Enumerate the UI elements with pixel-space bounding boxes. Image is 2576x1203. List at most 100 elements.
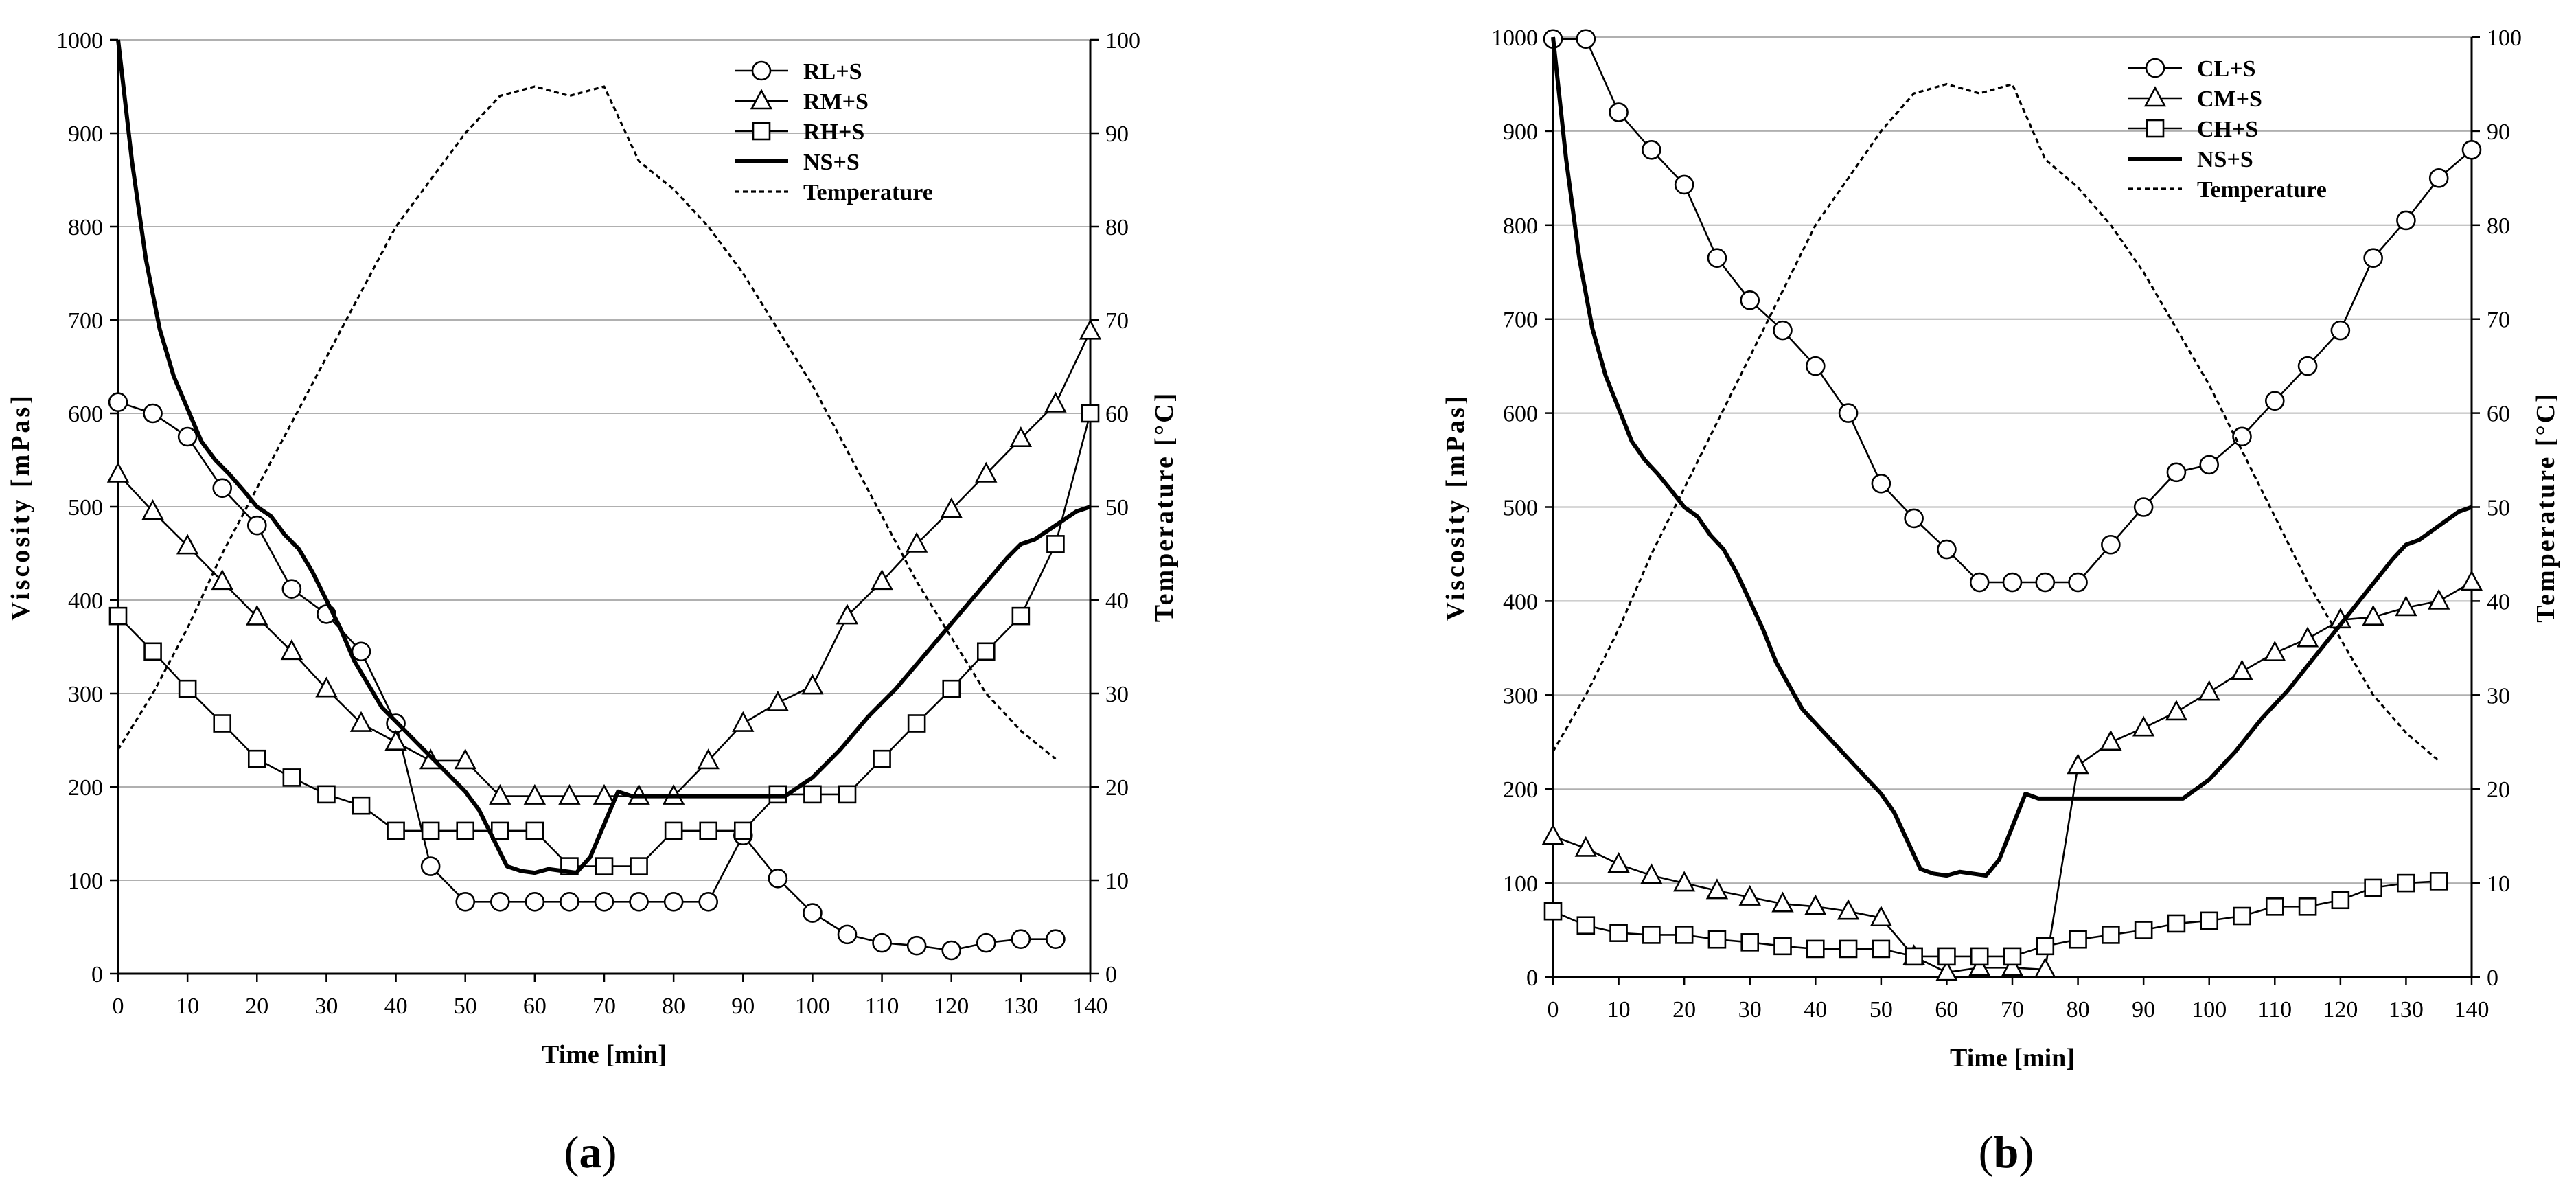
data-point bbox=[1044, 391, 1067, 413]
y2-tick-label: 70 bbox=[2487, 308, 2510, 333]
data-point bbox=[803, 903, 823, 923]
data-point bbox=[558, 783, 581, 805]
data-point bbox=[1968, 955, 1991, 976]
data-point bbox=[108, 392, 128, 412]
data-point bbox=[1773, 937, 1792, 956]
data-point bbox=[1839, 939, 1858, 959]
data-point bbox=[2132, 715, 2155, 737]
data-point bbox=[629, 891, 649, 912]
data-point bbox=[525, 891, 545, 912]
x-tick-label: 100 bbox=[2192, 997, 2227, 1022]
data-point bbox=[733, 821, 752, 840]
y-tick-label: 800 bbox=[68, 215, 103, 240]
x-tick-label: 140 bbox=[1073, 994, 1108, 1019]
legend-label: Temperature bbox=[2197, 177, 2327, 203]
data-point bbox=[176, 534, 199, 555]
x-tick-label: 40 bbox=[384, 994, 408, 1019]
data-point bbox=[1576, 29, 1596, 49]
data-point bbox=[1738, 884, 1761, 906]
data-point bbox=[456, 821, 475, 840]
x-tick-label: 0 bbox=[1548, 997, 1559, 1022]
legend-marker bbox=[2143, 86, 2167, 107]
data-point bbox=[2102, 926, 2120, 944]
data-point bbox=[2330, 320, 2351, 341]
y-tick-label: 0 bbox=[91, 962, 103, 987]
data-point bbox=[2003, 947, 2022, 966]
legend-label: Temperature bbox=[803, 180, 933, 205]
data-point bbox=[976, 642, 996, 661]
data-point bbox=[1771, 891, 1794, 913]
legend-label: RH+S bbox=[803, 119, 864, 145]
panel-label-paren: ) bbox=[602, 1127, 617, 1178]
y-tick-label: 1000 bbox=[1491, 25, 1538, 51]
data-point bbox=[2165, 700, 2188, 721]
y-tick-label: 600 bbox=[1503, 402, 1538, 427]
panel-label-paren: ( bbox=[564, 1127, 579, 1178]
y-tick-label: 500 bbox=[1503, 496, 1538, 521]
data-point bbox=[212, 478, 233, 499]
y-tick-label: 400 bbox=[1503, 589, 1538, 615]
series-line bbox=[117, 401, 1056, 952]
data-point bbox=[489, 783, 511, 805]
series-rh-s bbox=[108, 404, 1100, 875]
data-point bbox=[1011, 929, 1031, 949]
data-point bbox=[907, 714, 926, 733]
data-point bbox=[1740, 290, 1760, 310]
data-point bbox=[384, 729, 407, 751]
data-point bbox=[837, 924, 858, 945]
data-point bbox=[2101, 534, 2121, 555]
data-point bbox=[941, 940, 962, 961]
y-tick-label: 100 bbox=[68, 869, 103, 894]
panel-label-letter: a bbox=[579, 1127, 602, 1178]
data-point bbox=[2428, 168, 2449, 188]
legend-marker bbox=[752, 122, 771, 141]
data-point bbox=[2231, 659, 2253, 680]
y2-tick-label: 50 bbox=[1105, 495, 1129, 520]
x-tick-label: 0 bbox=[113, 994, 124, 1019]
data-point bbox=[1046, 535, 1065, 553]
data-point bbox=[1970, 947, 1989, 966]
data-point bbox=[2364, 878, 2382, 897]
data-point bbox=[1609, 924, 1628, 942]
data-point bbox=[315, 676, 338, 698]
y2-tick-label: 20 bbox=[2487, 777, 2510, 803]
legend-marker bbox=[751, 60, 772, 81]
y2-tick-label: 0 bbox=[1105, 962, 1117, 987]
data-point bbox=[1009, 426, 1033, 448]
x-axis-title: Time [min] bbox=[1950, 1044, 2075, 1073]
data-point bbox=[1740, 933, 1760, 952]
legend: RL+S RM+S RH+S NS+S Temperature bbox=[735, 59, 933, 205]
panel-label-paren: ( bbox=[1979, 1127, 1994, 1178]
data-point bbox=[1672, 871, 1696, 892]
data-point bbox=[630, 857, 648, 875]
data-point bbox=[2069, 930, 2087, 949]
data-point bbox=[1904, 508, 1924, 529]
data-point bbox=[246, 604, 268, 626]
data-point bbox=[942, 679, 961, 698]
data-point bbox=[1773, 320, 1793, 341]
data-point bbox=[246, 515, 267, 536]
legend-marker bbox=[750, 89, 773, 110]
panel-label-letter: b bbox=[1994, 1127, 2019, 1178]
data-point bbox=[2265, 897, 2284, 916]
data-point bbox=[2362, 604, 2384, 626]
data-point bbox=[1937, 947, 1956, 966]
y-tick-label: 700 bbox=[1503, 308, 1538, 333]
data-point bbox=[2100, 730, 2122, 751]
data-point bbox=[2035, 572, 2056, 593]
y-tick-label: 200 bbox=[68, 775, 103, 801]
data-point bbox=[455, 891, 476, 912]
y-tick-label: 700 bbox=[68, 308, 103, 334]
y2-tick-label: 100 bbox=[1105, 28, 1140, 54]
data-point bbox=[421, 821, 440, 840]
y-tick-label: 900 bbox=[1503, 119, 1538, 145]
legend: CL+S CM+S CH+S NS+S Temperature bbox=[2128, 56, 2327, 203]
x-tick-label: 140 bbox=[2454, 997, 2489, 1022]
y2-tick-label: 60 bbox=[2487, 402, 2510, 427]
y2-tick-label: 40 bbox=[2487, 589, 2510, 615]
y2-tick-label: 30 bbox=[1105, 682, 1129, 707]
legend-marker bbox=[2145, 58, 2165, 78]
x-tick-label: 10 bbox=[176, 994, 199, 1019]
y-axis-title: Viscosity [mPas] bbox=[1441, 393, 1470, 621]
